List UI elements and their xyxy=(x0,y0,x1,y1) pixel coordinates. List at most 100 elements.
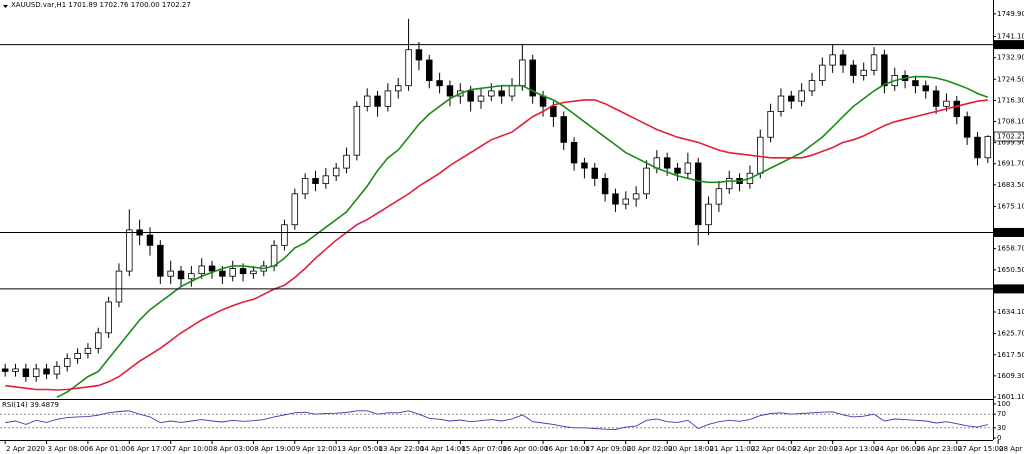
level-label: 1643.08 xyxy=(997,285,1024,293)
candle-body xyxy=(229,268,236,277)
rsi-title: RSI(14) xyxy=(2,401,28,409)
candle-body xyxy=(725,178,733,190)
x-tick-label: 7 Apr 10:00 xyxy=(172,445,213,453)
y-tick-label: 1732.90 xyxy=(997,54,1024,62)
price-label-box xyxy=(993,131,1024,142)
level-label-box xyxy=(994,284,1024,294)
candle-body xyxy=(767,111,774,138)
candle-body xyxy=(550,105,557,118)
candle-body xyxy=(208,265,216,272)
candle-body xyxy=(581,162,588,169)
candle-body xyxy=(694,162,702,226)
x-tick-label: 13 Apr 05:00 xyxy=(337,445,383,453)
level-label-box xyxy=(994,227,1024,237)
candle-body xyxy=(239,268,247,275)
candle-body xyxy=(788,95,795,102)
candle-body xyxy=(322,175,330,184)
x-tick-label: 6 Apr 01:00 xyxy=(89,445,130,453)
rsi-line xyxy=(5,410,988,430)
candle-body xyxy=(405,49,412,87)
y-tick-label: 1708.10 xyxy=(997,118,1024,126)
rsi-tick-label: 30 xyxy=(997,424,1006,432)
y-tick-label: 1650.50 xyxy=(997,266,1024,274)
x-tick-label: 6 Apr 17:00 xyxy=(130,445,171,453)
candle-body xyxy=(219,270,226,277)
candle-body xyxy=(974,136,981,159)
candle-body xyxy=(829,54,836,66)
x-tick-label: 22 Apr 04:00 xyxy=(751,445,797,453)
candle-body xyxy=(705,203,712,226)
dropdown-icon xyxy=(3,5,8,8)
candle-body xyxy=(84,347,92,354)
candle-body xyxy=(881,54,888,87)
candle-body xyxy=(146,234,154,246)
candle-body xyxy=(663,157,671,169)
candle-body xyxy=(343,154,350,169)
x-tick-label: 15 Apr 07:00 xyxy=(461,445,507,453)
candle-body xyxy=(932,90,940,107)
candle-body xyxy=(684,162,692,174)
candle-body xyxy=(498,90,505,97)
candle-body xyxy=(126,229,133,272)
candle-body xyxy=(95,332,102,349)
candle-body xyxy=(798,90,805,102)
candle-body xyxy=(477,95,485,102)
candle-body xyxy=(1,368,9,372)
x-tick-label: 13 Apr 22:00 xyxy=(379,445,425,453)
candle-body xyxy=(508,85,516,97)
y-tick-label: 1749.90 xyxy=(997,10,1024,18)
candle-body xyxy=(291,193,299,226)
x-tick-label: 23 Apr 13:00 xyxy=(834,445,880,453)
y-tick-label: 1699.90 xyxy=(997,139,1024,147)
x-tick-label: 8 Apr 03:00 xyxy=(213,445,254,453)
candle-body xyxy=(943,100,950,107)
x-tick-label: 14 Apr 14:00 xyxy=(420,445,466,453)
candle-body xyxy=(374,95,381,107)
candle-body xyxy=(53,365,61,375)
candle-body xyxy=(301,178,309,195)
candle-body xyxy=(436,80,443,87)
candle-body xyxy=(953,100,961,118)
y-tick-label: 1724.50 xyxy=(997,75,1024,83)
candle-body xyxy=(757,136,764,174)
candle-body xyxy=(922,85,930,92)
x-tick-label: 17 Apr 09:00 xyxy=(585,445,631,453)
x-tick-label: 9 Apr 12:00 xyxy=(296,445,337,453)
candle-body xyxy=(394,85,402,92)
level-label: 1737.97 xyxy=(997,41,1024,49)
y-tick-label: 1634.10 xyxy=(997,308,1024,316)
moving-average xyxy=(56,75,989,398)
candle-body xyxy=(819,64,826,81)
candle-body xyxy=(115,270,123,303)
candle-body xyxy=(270,244,278,267)
candle-body xyxy=(32,368,40,378)
candle-body xyxy=(74,353,81,360)
candle-body xyxy=(912,80,919,87)
y-tick-label: 1716.30 xyxy=(997,96,1024,104)
price-label: 1702.27 xyxy=(997,133,1024,141)
candle-body xyxy=(839,54,847,66)
candle-body xyxy=(105,301,112,334)
y-tick-label: 1601.10 xyxy=(997,393,1024,401)
candle-body xyxy=(312,178,319,184)
x-tick-label: 2 Apr 2020 xyxy=(6,445,45,453)
rsi-value: 39.4879 xyxy=(30,401,59,409)
y-tick-label: 1617.50 xyxy=(997,351,1024,359)
y-tick-label: 1625.70 xyxy=(997,330,1024,338)
x-tick-label: 27 Apr 15:00 xyxy=(958,445,1004,453)
candle-body xyxy=(850,64,857,76)
y-tick-label: 1683.50 xyxy=(997,181,1024,189)
candle-body xyxy=(808,80,816,92)
x-tick-label: 3 Apr 08:00 xyxy=(48,445,89,453)
candle-body xyxy=(984,136,992,159)
candle-body xyxy=(446,85,454,97)
candle-body xyxy=(63,358,71,367)
candle-body xyxy=(643,167,650,195)
candle-body xyxy=(177,270,185,280)
candle-body xyxy=(12,368,19,372)
rsi-tick-label: 100 xyxy=(997,400,1010,408)
chart-title: XAUUSD.var,H1 1701.89 1702.76 1700.00 17… xyxy=(11,1,191,9)
candle-body xyxy=(488,90,495,97)
